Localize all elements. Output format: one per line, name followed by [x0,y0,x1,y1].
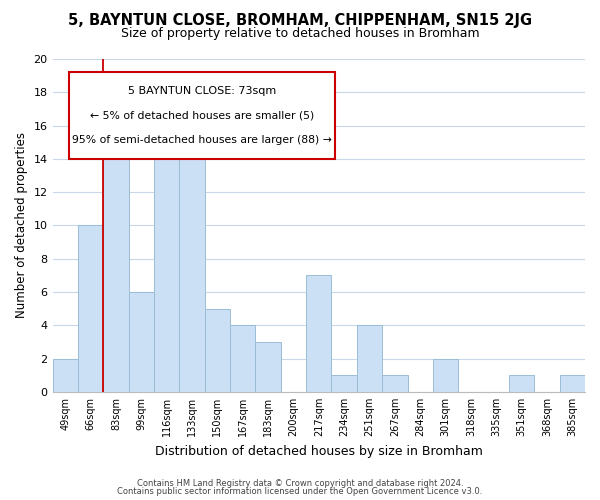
Bar [103,159,128,392]
Bar [230,326,256,392]
Text: 95% of semi-detached houses are larger (88) →: 95% of semi-detached houses are larger (… [71,135,332,145]
Text: 5 BAYNTUN CLOSE: 73sqm: 5 BAYNTUN CLOSE: 73sqm [128,86,276,96]
Bar [53,358,78,392]
Bar [560,376,585,392]
Bar [509,376,534,392]
Text: 5, BAYNTUN CLOSE, BROMHAM, CHIPPENHAM, SN15 2JG: 5, BAYNTUN CLOSE, BROMHAM, CHIPPENHAM, S… [68,12,532,28]
Bar [357,326,382,392]
Text: Size of property relative to detached houses in Bromham: Size of property relative to detached ho… [121,28,479,40]
Bar [256,342,281,392]
Bar [78,226,103,392]
Bar [205,308,230,392]
Bar [128,292,154,392]
Bar [154,109,179,392]
Bar [331,376,357,392]
Bar [433,358,458,392]
Text: Contains public sector information licensed under the Open Government Licence v3: Contains public sector information licen… [118,487,482,496]
Bar [382,376,407,392]
X-axis label: Distribution of detached houses by size in Bromham: Distribution of detached houses by size … [155,444,483,458]
Bar [306,276,331,392]
Text: ← 5% of detached houses are smaller (5): ← 5% of detached houses are smaller (5) [89,110,314,120]
Text: Contains HM Land Registry data © Crown copyright and database right 2024.: Contains HM Land Registry data © Crown c… [137,479,463,488]
Y-axis label: Number of detached properties: Number of detached properties [15,132,28,318]
Bar [179,126,205,392]
FancyBboxPatch shape [68,72,335,159]
